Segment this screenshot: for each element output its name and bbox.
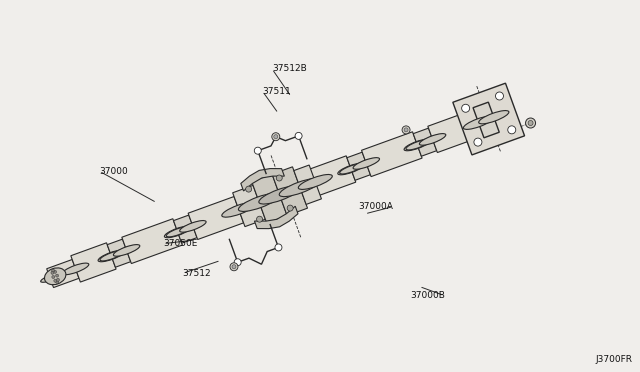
Circle shape	[54, 279, 57, 282]
Circle shape	[232, 265, 236, 269]
Polygon shape	[413, 128, 436, 156]
Ellipse shape	[62, 263, 89, 275]
Ellipse shape	[353, 158, 380, 169]
Polygon shape	[188, 196, 244, 240]
Ellipse shape	[45, 268, 66, 285]
Ellipse shape	[279, 179, 321, 197]
Polygon shape	[71, 243, 116, 282]
Polygon shape	[252, 174, 287, 223]
Text: 37000: 37000	[99, 167, 128, 176]
Ellipse shape	[259, 186, 300, 204]
Text: J3700FR: J3700FR	[595, 355, 632, 364]
Ellipse shape	[115, 246, 138, 255]
Ellipse shape	[164, 226, 191, 238]
Ellipse shape	[340, 164, 362, 174]
Polygon shape	[241, 169, 284, 191]
Ellipse shape	[298, 174, 332, 189]
Circle shape	[508, 126, 516, 134]
Ellipse shape	[479, 110, 509, 124]
Circle shape	[461, 104, 470, 112]
Text: 37050E: 37050E	[163, 239, 198, 248]
Polygon shape	[108, 239, 131, 267]
Text: 37511: 37511	[262, 87, 291, 96]
Polygon shape	[294, 165, 321, 205]
Circle shape	[525, 118, 536, 128]
Ellipse shape	[66, 265, 85, 273]
Ellipse shape	[41, 274, 60, 282]
Polygon shape	[122, 219, 182, 263]
Circle shape	[51, 271, 54, 274]
Polygon shape	[428, 108, 488, 153]
Ellipse shape	[421, 134, 444, 144]
Ellipse shape	[338, 163, 364, 175]
Ellipse shape	[100, 251, 123, 261]
Polygon shape	[233, 185, 266, 227]
Polygon shape	[272, 167, 307, 216]
Text: 37000A: 37000A	[359, 202, 394, 211]
Polygon shape	[255, 206, 298, 229]
Circle shape	[230, 263, 238, 271]
Ellipse shape	[406, 140, 429, 150]
Circle shape	[295, 132, 302, 140]
Polygon shape	[347, 152, 371, 180]
Ellipse shape	[297, 178, 323, 190]
Ellipse shape	[463, 116, 493, 129]
Circle shape	[246, 186, 252, 192]
Circle shape	[474, 138, 482, 146]
Ellipse shape	[225, 204, 252, 215]
Circle shape	[56, 278, 60, 281]
Polygon shape	[305, 156, 356, 197]
Polygon shape	[173, 215, 197, 243]
Ellipse shape	[166, 227, 189, 237]
Polygon shape	[453, 83, 525, 155]
Circle shape	[52, 276, 55, 279]
Circle shape	[234, 259, 241, 266]
Circle shape	[274, 135, 278, 139]
Text: 37512B: 37512B	[272, 64, 307, 73]
Circle shape	[528, 121, 533, 125]
Ellipse shape	[182, 221, 204, 231]
Circle shape	[272, 133, 280, 141]
Ellipse shape	[419, 134, 446, 145]
Ellipse shape	[404, 139, 431, 151]
Circle shape	[254, 147, 261, 154]
Circle shape	[276, 175, 282, 181]
Ellipse shape	[222, 202, 256, 217]
Ellipse shape	[180, 221, 206, 232]
Circle shape	[52, 269, 54, 272]
Ellipse shape	[98, 250, 125, 262]
Polygon shape	[362, 132, 422, 177]
Circle shape	[257, 216, 262, 222]
Ellipse shape	[355, 158, 378, 169]
Ellipse shape	[239, 193, 280, 211]
Circle shape	[287, 205, 293, 211]
Circle shape	[56, 280, 59, 283]
Text: 37000B: 37000B	[410, 291, 445, 300]
Polygon shape	[47, 260, 79, 288]
Ellipse shape	[470, 115, 497, 127]
Ellipse shape	[113, 245, 140, 256]
Circle shape	[404, 128, 408, 132]
Text: 37512: 37512	[182, 269, 211, 278]
Circle shape	[56, 274, 59, 277]
Circle shape	[275, 244, 282, 251]
Circle shape	[54, 270, 56, 273]
Polygon shape	[473, 102, 499, 138]
Circle shape	[402, 126, 410, 134]
Circle shape	[495, 92, 504, 100]
